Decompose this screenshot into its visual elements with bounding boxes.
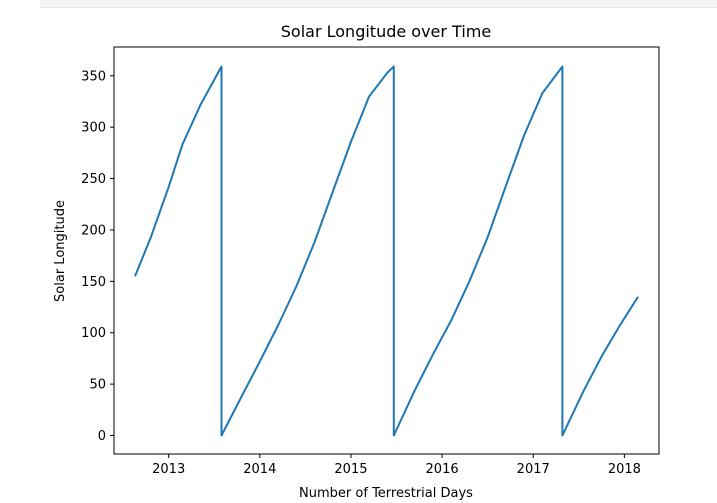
x-tick-label: 2016 <box>426 462 459 477</box>
y-tick-label: 0 <box>98 429 106 444</box>
top-toolbar-strip <box>40 0 717 8</box>
y-tick-label: 350 <box>81 69 106 84</box>
x-tick-label: 2017 <box>517 462 550 477</box>
series-line <box>134 65 639 437</box>
y-tick-label: 200 <box>81 223 106 238</box>
y-tick-label: 300 <box>81 121 106 136</box>
plot-area: 2013 2014 2015 2016 2017 2018 0 50 100 150 200 250 3… <box>81 46 660 477</box>
chart-title: Solar Longitude over Time <box>281 22 491 41</box>
plot-frame <box>113 46 660 455</box>
x-tick-label: 2014 <box>243 462 276 477</box>
x-tick-label: 2013 <box>152 462 185 477</box>
y-tick-label: 100 <box>81 326 106 341</box>
y-axis-label: Solar Longitude <box>53 200 68 302</box>
y-tick-label: 50 <box>89 378 106 393</box>
x-tick-label: 2018 <box>608 462 641 477</box>
x-axis-label: Number of Terrestrial Days <box>299 486 473 501</box>
x-tick-label: 2015 <box>334 462 367 477</box>
y-tick-label: 150 <box>81 275 106 290</box>
y-tick-label: 250 <box>81 172 106 187</box>
